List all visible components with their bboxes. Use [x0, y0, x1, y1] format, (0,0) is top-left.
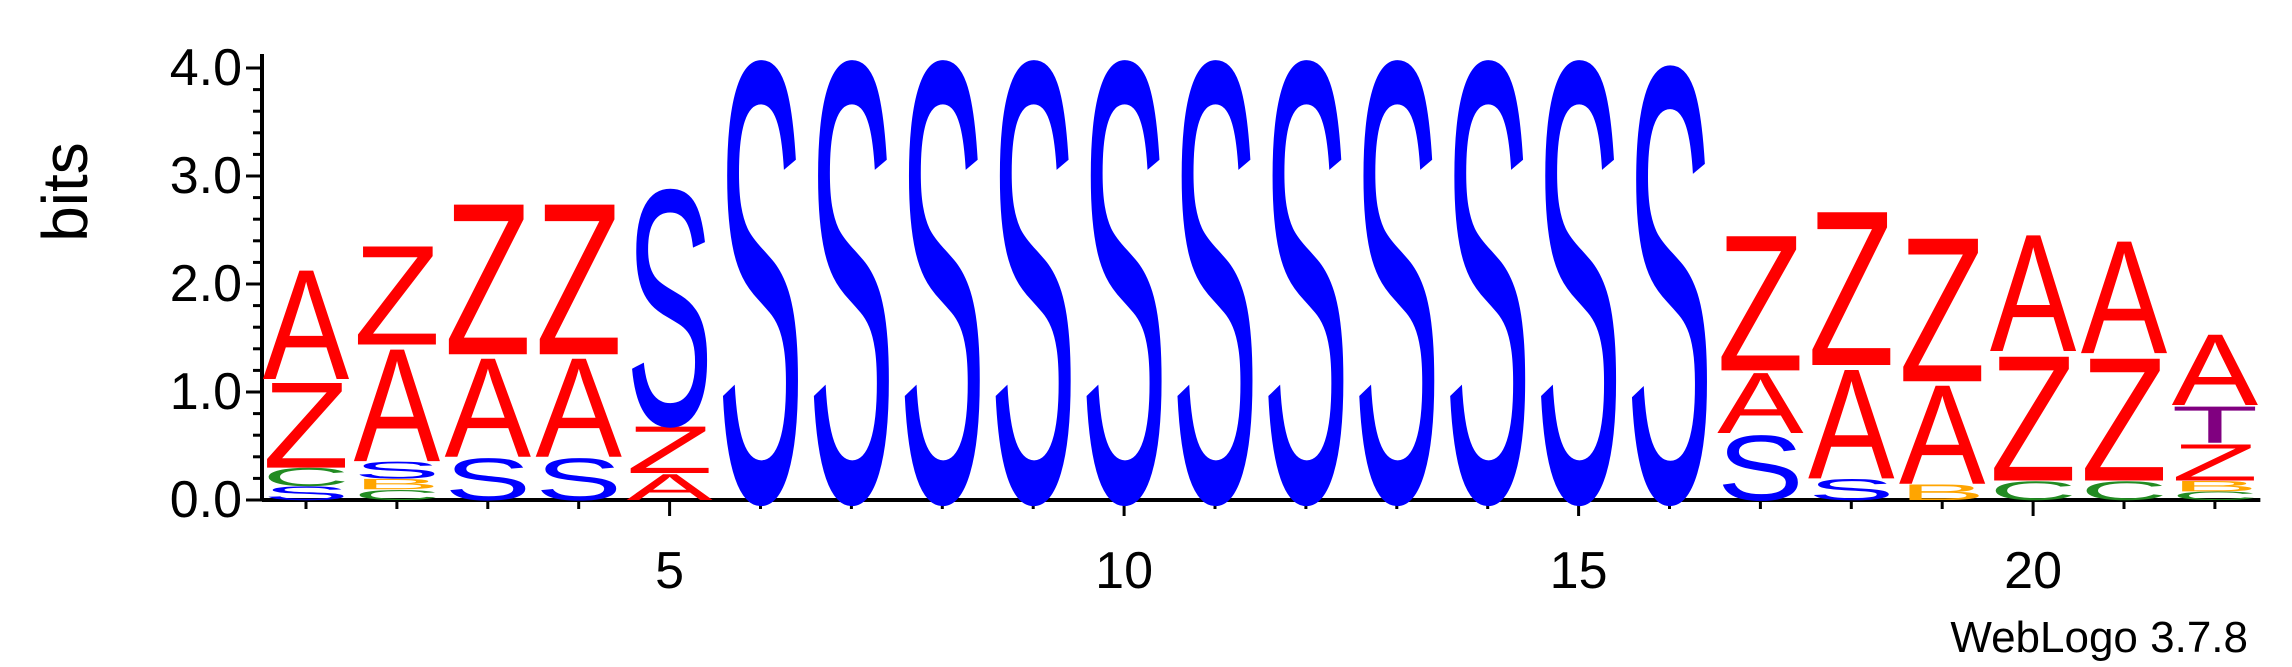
x-tick-label: 5: [655, 542, 684, 600]
x-tick-label: 20: [2004, 542, 2062, 600]
y-tick-label: 0.0: [170, 471, 242, 529]
glyph-s: S: [1626, 0, 1713, 633]
y-axis: 0.0 1.0 2.0 3.0 4.0: [170, 39, 262, 529]
glyph-a: A: [2172, 312, 2259, 427]
glyph-s: S: [717, 0, 804, 634]
glyph-s: S: [1081, 0, 1168, 634]
logo-column-14: S: [1444, 0, 1531, 634]
glyph-s: S: [1353, 0, 1440, 634]
logo-column-19: BAZ: [1899, 194, 1986, 515]
logo-column-8: S: [899, 0, 986, 634]
glyph-s: S: [899, 0, 986, 634]
logo-column-5: AZS: [626, 120, 713, 509]
weblogo-credit: WebLogo 3.7.8: [1950, 613, 2248, 662]
logo-column-7: S: [808, 0, 895, 634]
glyph-z: Z: [535, 158, 622, 401]
glyph-s: S: [1262, 0, 1349, 634]
logo-column-12: S: [1262, 0, 1349, 634]
glyph-s: S: [1535, 0, 1622, 634]
y-axis-label: bits: [29, 142, 101, 242]
y-tick-label: 3.0: [170, 147, 242, 205]
logo-column-20: CZA: [1990, 199, 2077, 520]
glyph-s: S: [1172, 0, 1259, 634]
logo-column-13: S: [1353, 0, 1440, 634]
glyph-z: Z: [444, 158, 531, 401]
glyph-z: Z: [1717, 194, 1804, 412]
logo-column-15: S: [1535, 0, 1622, 634]
glyph-a: A: [2081, 207, 2168, 388]
x-axis: 5 10 15 20: [262, 500, 2260, 600]
logo-column-11: S: [1172, 0, 1259, 634]
y-tick-label: 1.0: [170, 363, 242, 421]
logo-column-9: S: [990, 0, 1077, 634]
logo-column-4: SAZ: [535, 158, 622, 513]
glyph-s: S: [990, 0, 1077, 634]
logo-column-21: CZA: [2081, 207, 2168, 519]
glyph-a: A: [263, 236, 350, 413]
glyph-z: Z: [1899, 194, 1986, 426]
logo-column-17: SAZ: [1717, 194, 1804, 519]
y-tick-label: 2.0: [170, 255, 242, 313]
glyph-a: A: [1990, 199, 2077, 387]
logo-column-16: S: [1626, 0, 1713, 633]
logo-column-6: S: [717, 0, 804, 634]
logo-column-10: S: [1081, 0, 1168, 634]
glyph-s: S: [626, 120, 713, 497]
glyph-z: Z: [353, 216, 440, 375]
glyph-z: Z: [1808, 164, 1895, 413]
glyph-s: S: [808, 0, 895, 634]
logo-column-3: SAZ: [444, 158, 531, 513]
logo-column-18: SAZ: [1808, 164, 1895, 512]
y-tick-label: 4.0: [170, 39, 242, 97]
glyph-s: S: [1444, 0, 1531, 634]
